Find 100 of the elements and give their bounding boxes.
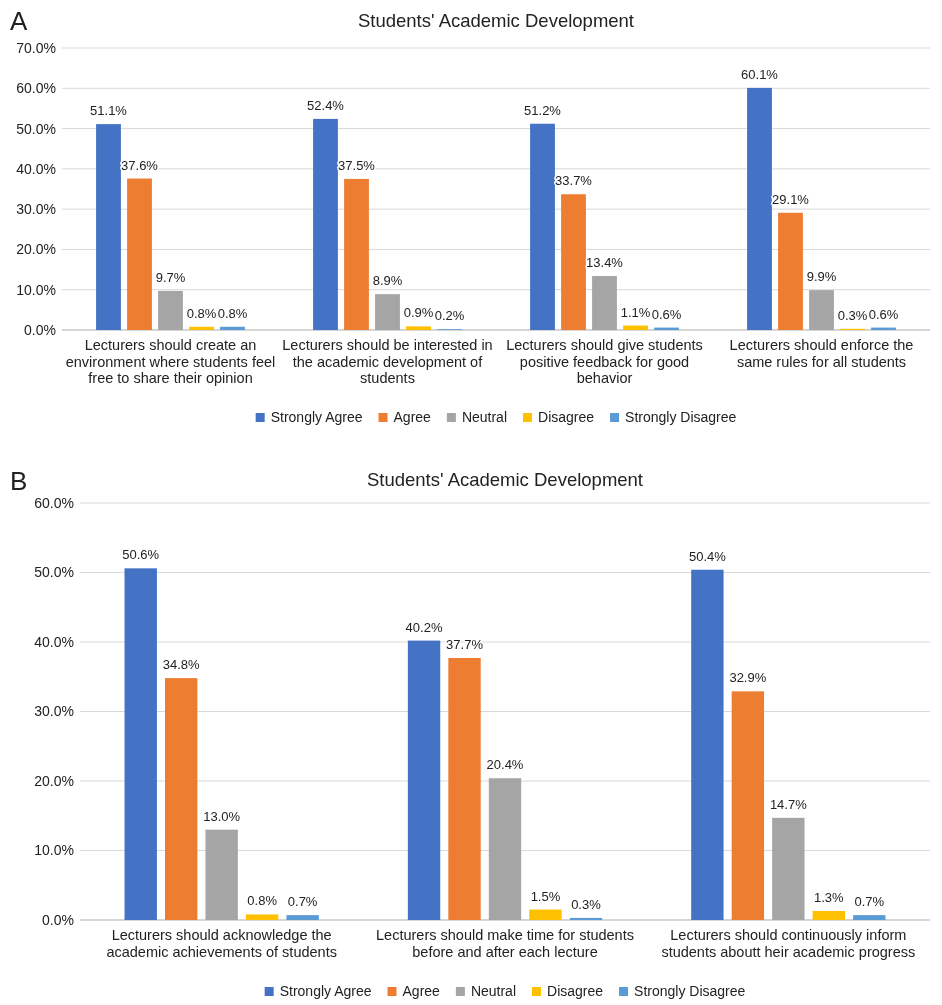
data-label: 0.8% — [217, 305, 248, 321]
data-label: 0.8% — [186, 305, 217, 321]
data-label: 8.9% — [372, 273, 403, 289]
legend-label: Disagree — [547, 983, 604, 999]
data-label: 9.9% — [806, 269, 837, 285]
data-label: 0.2% — [434, 308, 465, 324]
y-tick-label: 50.0% — [34, 564, 74, 581]
data-label: 1.3% — [813, 889, 845, 905]
y-tick-label: 0.0% — [24, 321, 56, 338]
y-tick-label: 40.0% — [16, 160, 56, 177]
x-tick-label: Lecturers should continuously inform students aboutt heir academic progress — [661, 927, 916, 960]
y-tick-label: 30.0% — [34, 703, 74, 720]
legend-label: Neutral — [470, 983, 517, 999]
data-label: 13.4% — [586, 255, 624, 271]
data-label: 13.0% — [203, 808, 241, 824]
data-label: 1.1% — [620, 304, 651, 320]
bar — [772, 817, 805, 920]
data-label: 14.7% — [769, 796, 808, 812]
bar — [448, 657, 481, 920]
data-label: 51.1% — [90, 103, 128, 119]
bar — [344, 178, 369, 330]
x-tick-label: Lecturers should create an environment where students feel free to share their opinion — [65, 337, 276, 386]
y-tick-label: 10.0% — [34, 842, 74, 859]
bar — [313, 118, 338, 330]
data-label: 0.8% — [247, 893, 278, 909]
y-tick-label: 70.0% — [16, 39, 56, 56]
bar — [165, 678, 198, 920]
y-tick-label: 30.0% — [16, 201, 56, 218]
bar — [592, 276, 617, 330]
y-tick-label: 10.0% — [16, 281, 56, 298]
bar — [189, 326, 214, 330]
bar — [488, 778, 522, 920]
bar — [623, 325, 648, 330]
data-label: 9.7% — [155, 269, 186, 285]
data-label: 20.4% — [486, 757, 524, 773]
data-label: 40.2% — [405, 619, 443, 635]
bar — [809, 290, 834, 330]
legend-label: Strongly Agree — [279, 983, 372, 999]
data-label: 0.7% — [854, 894, 885, 910]
data-label: 0.7% — [287, 894, 318, 910]
legend-label: Strongly Disagree — [634, 983, 746, 999]
data-label: 52.4% — [307, 97, 345, 113]
data-label: 50.4% — [688, 548, 727, 564]
legend-label: Neutral — [461, 409, 508, 425]
bar — [569, 917, 603, 920]
y-tick-label: 40.0% — [34, 633, 74, 650]
x-tick-label: Lecturers should enforce the same rules for all students — [729, 337, 914, 370]
x-tick-label: Lecturers should be interested in the academic development of students — [282, 337, 493, 386]
bar — [853, 915, 886, 920]
text: A — [10, 6, 28, 36]
data-label: 60.1% — [741, 66, 779, 82]
data-label: 50.6% — [122, 547, 160, 563]
data-label: 0.3% — [837, 307, 868, 323]
y-tick-label: 20.0% — [34, 772, 74, 789]
bar — [407, 640, 441, 920]
bar — [561, 194, 586, 330]
bar — [375, 294, 400, 330]
bar — [96, 124, 121, 330]
data-label: 33.7% — [555, 173, 593, 189]
data-label: 37.6% — [121, 157, 159, 173]
chart-title: Students' Academic Development — [366, 469, 644, 490]
data-label: 0.3% — [571, 896, 602, 912]
bar — [124, 568, 157, 920]
data-label: 34.8% — [162, 657, 201, 673]
bar — [127, 178, 152, 330]
bar — [778, 212, 803, 330]
data-label: 32.9% — [729, 670, 767, 686]
x-tick-label: Lecturers should give students positive feedback for good behavior — [506, 337, 703, 386]
chart-title: Students' Academic Development — [357, 10, 635, 31]
x-tick-label: Lecturers should acknowledge the academic achievements of students — [106, 927, 337, 960]
bar — [691, 569, 724, 920]
y-tick-label: 50.0% — [16, 120, 56, 137]
bar — [530, 123, 555, 330]
data-label: 37.7% — [446, 636, 484, 652]
bar — [245, 914, 279, 920]
bar — [406, 326, 431, 330]
legend-label: Strongly Disagree — [625, 409, 737, 425]
y-tick-label: 20.0% — [16, 241, 56, 258]
data-label: 29.1% — [772, 191, 810, 207]
data-label: 1.5% — [530, 888, 561, 904]
bar — [812, 910, 845, 920]
text: B — [10, 466, 28, 496]
y-tick-label: 0.0% — [42, 911, 74, 928]
bar — [731, 691, 765, 920]
legend-label: Agree — [393, 409, 432, 425]
y-tick-label: 60.0% — [34, 494, 74, 511]
data-label: 51.2% — [524, 102, 562, 118]
x-tick-label: Lecturers should make time for students before and after each lecture — [376, 927, 634, 960]
data-label: 37.5% — [338, 157, 376, 173]
legend-label: Disagree — [538, 409, 595, 425]
data-label: 0.6% — [651, 306, 682, 322]
legend-label: Strongly Agree — [270, 409, 363, 425]
bar — [158, 290, 183, 330]
bar — [220, 326, 245, 330]
bar — [747, 87, 772, 330]
bar — [205, 829, 238, 920]
data-label: 0.6% — [868, 306, 899, 322]
y-tick-label: 60.0% — [16, 80, 56, 97]
data-label: 0.9% — [403, 305, 434, 321]
bar — [286, 915, 319, 920]
